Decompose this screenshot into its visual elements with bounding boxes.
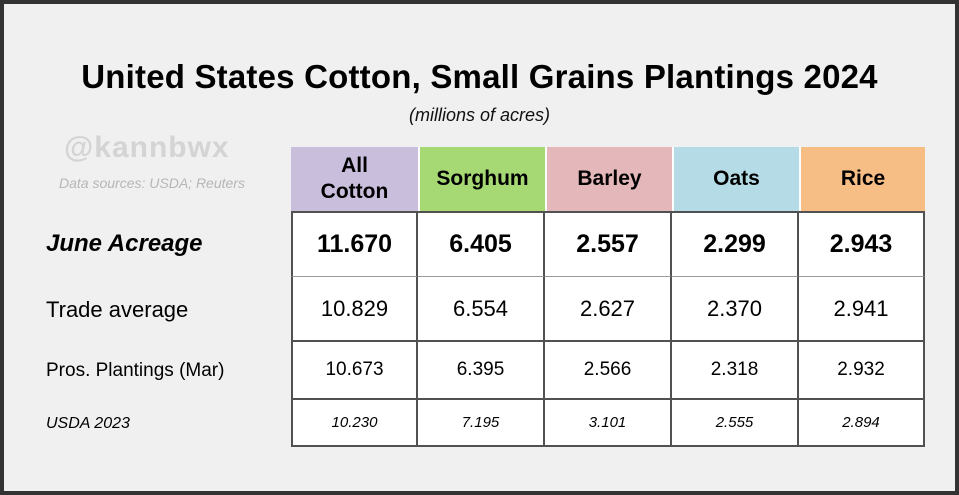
row-label-usda-2023: USDA 2023 <box>46 414 130 432</box>
cell-usda-2023-barley: 3.101 <box>545 400 672 447</box>
cell-trade-average-sorghum: 6.554 <box>418 277 545 342</box>
column-header-oats: Oats <box>672 147 799 211</box>
cell-usda-2023-rice: 2.894 <box>799 400 925 447</box>
column-header-barley: Barley <box>545 147 672 211</box>
data-sources-note: Data sources: USDA; Reuters <box>59 175 245 191</box>
cell-usda-2023-sorghum: 7.195 <box>418 400 545 447</box>
cell-usda-2023-oats: 2.555 <box>672 400 799 447</box>
cell-june-acreage-all-cotton: 11.670 <box>291 211 418 277</box>
cell-trade-average-barley: 2.627 <box>545 277 672 342</box>
cell-pros-plantings-all-cotton: 10.673 <box>291 342 418 400</box>
cell-june-acreage-rice: 2.943 <box>799 211 925 277</box>
watermark-handle: @kannbwx <box>64 131 230 164</box>
cell-june-acreage-sorghum: 6.405 <box>418 211 545 277</box>
cell-pros-plantings-oats: 2.318 <box>672 342 799 400</box>
cell-usda-2023-all-cotton: 10.230 <box>291 400 418 447</box>
cell-trade-average-rice: 2.941 <box>799 277 925 342</box>
cell-trade-average-oats: 2.370 <box>672 277 799 342</box>
column-header-all-cotton: All Cotton <box>291 147 418 211</box>
cell-june-acreage-barley: 2.557 <box>545 211 672 277</box>
cell-pros-plantings-barley: 2.566 <box>545 342 672 400</box>
column-header-rice: Rice <box>799 147 925 211</box>
column-header-sorghum: Sorghum <box>418 147 545 211</box>
cell-june-acreage-oats: 2.299 <box>672 211 799 277</box>
cell-trade-average-all-cotton: 10.829 <box>291 277 418 342</box>
table-corner-spacer <box>46 147 291 211</box>
cell-pros-plantings-sorghum: 6.395 <box>418 342 545 400</box>
plantings-table: All Cotton Sorghum Barley Oats Rice June… <box>46 147 925 447</box>
row-label-trade-average: Trade average <box>46 296 189 322</box>
row-label-june-acreage: June Acreage <box>46 230 203 257</box>
row-label-prospective-plantings: Pros. Plantings (Mar) <box>46 360 225 381</box>
subtitle-units: (millions of acres) <box>408 105 551 125</box>
cell-pros-plantings-rice: 2.932 <box>799 342 925 400</box>
page-title: United States Cotton, Small Grains Plant… <box>81 58 878 95</box>
